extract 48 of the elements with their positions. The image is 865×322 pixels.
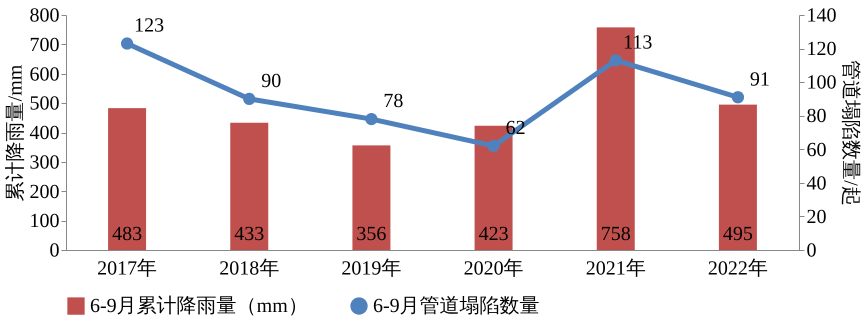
point xyxy=(243,92,256,106)
legend-label: 6-9月累计降雨量（mm） xyxy=(90,295,308,318)
x-tick-label: 2018年 xyxy=(219,258,280,280)
y-tick-label: 500 xyxy=(30,92,60,115)
y2-tick-label: 0 xyxy=(806,240,816,262)
y-tick-label: 300 xyxy=(30,151,60,174)
data-label: 423 xyxy=(478,223,509,245)
bar xyxy=(108,108,146,250)
x-tick-label: 2022年 xyxy=(708,258,768,280)
bar xyxy=(230,122,268,250)
data-label: 90 xyxy=(261,70,282,92)
data-label: 62 xyxy=(506,116,526,139)
y-tick-label: 100 xyxy=(30,210,60,232)
y-tick-label: 600 xyxy=(30,63,60,86)
point xyxy=(487,140,500,152)
y-tick-label: 800 xyxy=(30,4,60,26)
data-label: 495 xyxy=(722,223,753,245)
x-tick-label: 2017年 xyxy=(97,258,158,280)
y2-tick-label: 100 xyxy=(806,72,836,94)
x-tick-label: 2021年 xyxy=(586,258,646,280)
y-tick-label: 0 xyxy=(50,240,60,262)
point xyxy=(732,91,744,104)
y2-tick-label: 80 xyxy=(806,105,826,128)
y2-tick-label: 20 xyxy=(806,206,826,228)
y2-tick-label: 60 xyxy=(806,138,826,161)
data-label: 433 xyxy=(234,223,264,245)
data-label: 91 xyxy=(750,68,770,90)
point xyxy=(610,54,622,66)
point xyxy=(365,112,378,126)
y-tick-label: 400 xyxy=(30,122,60,144)
data-label: 78 xyxy=(383,90,404,112)
y-tick-label: 200 xyxy=(30,180,60,203)
data-label: 356 xyxy=(356,223,386,245)
data-label: 483 xyxy=(112,223,142,245)
legend-label: 6-9月管道塌陷数量 xyxy=(373,295,540,318)
x-tick-label: 2020年 xyxy=(464,258,524,280)
bar xyxy=(352,145,390,250)
data-label: 123 xyxy=(134,14,164,37)
y-axis-title: 累计降雨量/mm xyxy=(4,64,26,202)
point xyxy=(120,37,134,50)
y2-tick-label: 120 xyxy=(806,38,836,60)
y2-tick-label: 40 xyxy=(806,172,826,194)
data-label: 758 xyxy=(600,223,631,245)
y-tick-label: 700 xyxy=(30,34,60,56)
y2-tick-label: 140 xyxy=(806,4,836,26)
bar xyxy=(718,104,757,250)
x-tick-label: 2019年 xyxy=(341,258,402,280)
y2-axis-title: 管道塌陷数量/起 xyxy=(840,60,862,206)
